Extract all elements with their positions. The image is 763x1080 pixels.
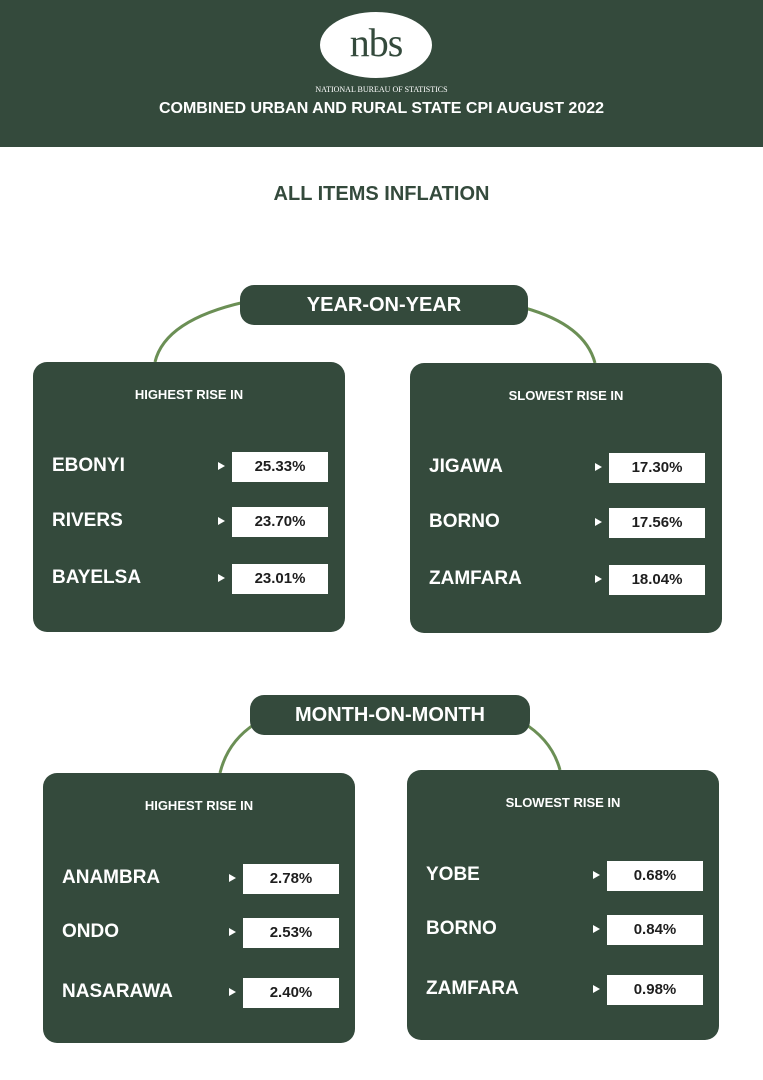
- section-title: MONTH-ON-MONTH: [250, 695, 530, 735]
- panel: HIGHEST RISE IN ANAMBRA 2.78% ONDO 2.53% NASA…: [43, 773, 355, 1043]
- value-box: 2.78%: [243, 864, 339, 894]
- state-name: RIVERS: [52, 510, 123, 531]
- state-name: BORNO: [426, 918, 497, 939]
- arrow-icon: [593, 985, 600, 993]
- panel: SLOWEST RISE IN JIGAWA 17.30% BORNO 17.56% ZA…: [410, 363, 722, 633]
- state-name: ZAMFARA: [426, 978, 519, 999]
- panel-heading: SLOWEST RISE IN: [505, 795, 621, 810]
- state-name: BAYELSA: [52, 567, 142, 588]
- arrow-icon: [229, 928, 236, 936]
- state-name: ZAMFARA: [429, 568, 522, 589]
- value-box: 0.98%: [607, 975, 703, 1005]
- panel-heading: HIGHEST RISE IN: [134, 387, 244, 402]
- arrow-icon: [593, 925, 600, 933]
- connector: [524, 306, 597, 364]
- value-box: 2.53%: [243, 918, 339, 948]
- title: COMBINED URBAN AND RURAL STATE CPI AUGUS…: [158, 100, 605, 117]
- arrow-icon: [229, 874, 236, 882]
- arrow-icon: [218, 517, 225, 525]
- section-title: YEAR-ON-YEAR: [240, 285, 528, 325]
- value-box: 17.56%: [609, 508, 705, 538]
- panel-heading: SLOWEST RISE IN: [508, 388, 624, 403]
- value-box: 17.30%: [609, 453, 705, 483]
- panel: SLOWEST RISE IN YOBE 0.68% BORNO 0.84% ZAMFAR…: [407, 770, 719, 1040]
- value-box: 25.33%: [232, 452, 328, 482]
- arrow-icon: [229, 988, 236, 996]
- arrow-icon: [595, 463, 602, 471]
- value-box: 23.70%: [232, 507, 328, 537]
- organization: NATIONAL BUREAU OF STATISTICS: [315, 85, 448, 94]
- panel-heading: HIGHEST RISE IN: [144, 798, 254, 813]
- value-box: 0.84%: [607, 915, 703, 945]
- value-box: 2.40%: [243, 978, 339, 1008]
- panel: HIGHEST RISE IN EBONYI 25.33% RIVERS 23.70% B…: [33, 362, 345, 632]
- state-name: JIGAWA: [429, 456, 503, 477]
- arrow-icon: [595, 518, 602, 526]
- arrow-icon: [593, 871, 600, 879]
- arrow-icon: [595, 575, 602, 583]
- arrow-icon: [218, 462, 225, 470]
- arrow-icon: [218, 574, 225, 582]
- logo: nbs: [320, 12, 432, 78]
- state-name: NASARAWA: [62, 981, 173, 1002]
- connector: [521, 720, 562, 771]
- value-box: 18.04%: [609, 565, 705, 595]
- value-box: 0.68%: [607, 861, 703, 891]
- state-name: ONDO: [62, 921, 119, 942]
- value-box: 23.01%: [232, 564, 328, 594]
- state-name: EBONYI: [52, 455, 125, 476]
- connector: [153, 300, 246, 363]
- state-name: YOBE: [426, 864, 480, 885]
- subtitle: ALL ITEMS INFLATION: [273, 183, 490, 205]
- state-name: ANAMBRA: [62, 867, 161, 888]
- state-name: BORNO: [429, 511, 500, 532]
